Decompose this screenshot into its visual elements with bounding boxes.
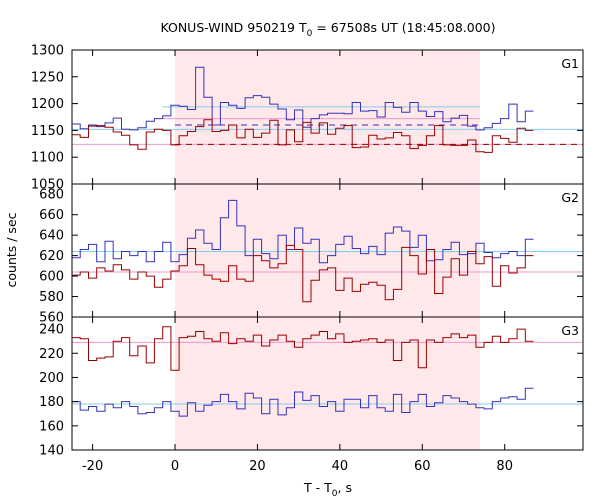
x-tick-label: 60 xyxy=(414,459,431,474)
y-tick-label: 140 xyxy=(39,444,64,459)
panel-plot-area xyxy=(72,326,583,417)
y-tick-label: 660 xyxy=(39,208,64,223)
panel-label-g2: G2 xyxy=(561,190,579,205)
series-blue-step-line xyxy=(72,199,534,264)
x-axis-label-subscript: 0 xyxy=(332,489,338,499)
panel-g3: 140 160 180 200 220 240 G3 xyxy=(39,316,584,459)
x-axis-label: T - T0, s xyxy=(303,480,352,499)
y-tick-label: 600 xyxy=(39,270,64,285)
y-tick-label: 620 xyxy=(39,249,64,264)
series-red-step-line xyxy=(72,244,534,303)
panel-label-g3: G3 xyxy=(561,323,579,338)
y-tick-label: 1200 xyxy=(31,97,64,112)
x-tick-label: 80 xyxy=(496,459,513,474)
series-blue-step-line xyxy=(72,387,534,417)
chart-title-subscript: 0 xyxy=(307,29,313,39)
series-red-step-line xyxy=(72,326,534,371)
y-tick-label: 1300 xyxy=(31,44,64,59)
y-tick-label: 160 xyxy=(39,419,64,434)
y-tick-label: 1050 xyxy=(31,178,64,193)
x-axis-label-main: T - T xyxy=(303,480,332,495)
y-tick-label: 1250 xyxy=(31,70,64,85)
y-tick-label: 560 xyxy=(39,311,64,326)
y-tick-label: 1100 xyxy=(31,151,64,166)
y-tick-label: 640 xyxy=(39,229,64,244)
y-tick-label: 580 xyxy=(39,290,64,305)
panel-plot-area xyxy=(72,66,583,153)
chart-title-main: KONUS-WIND 950219 T xyxy=(160,20,306,35)
x-tick-label: 0 xyxy=(171,459,179,474)
x-tick-label: 20 xyxy=(249,459,266,474)
series-red-step-line xyxy=(72,119,534,153)
y-axis-label: counts / sec xyxy=(4,212,19,287)
y-tick-label: 680 xyxy=(39,188,64,203)
chart-title: KONUS-WIND 950219 T0 = 67508s UT (18:45:… xyxy=(160,20,495,39)
panel-frame xyxy=(71,316,584,451)
panel-plot-area xyxy=(72,199,583,303)
y-tick-label: 1150 xyxy=(31,124,64,139)
y-tick-label: 240 xyxy=(39,323,64,338)
panel-label-g1: G1 xyxy=(561,56,579,71)
y-tick-label: 200 xyxy=(39,371,64,386)
shaded-interval xyxy=(175,184,480,317)
x-tick-label: -20 xyxy=(82,459,103,474)
series-blue-step-line xyxy=(72,66,534,131)
chart-title-rest: = 67508s UT (18:45:08.000) xyxy=(312,20,495,35)
y-tick-label: 220 xyxy=(39,347,64,362)
panel-g2: 560 580 600 620 640 660 680 G2 xyxy=(39,183,584,326)
panel-g1: 1050 1100 1150 1200 1250 1300 G1 xyxy=(31,44,584,193)
x-axis-label-rest: , s xyxy=(338,480,352,495)
y-tick-label: 180 xyxy=(39,395,64,410)
x-tick-label: 40 xyxy=(332,459,349,474)
